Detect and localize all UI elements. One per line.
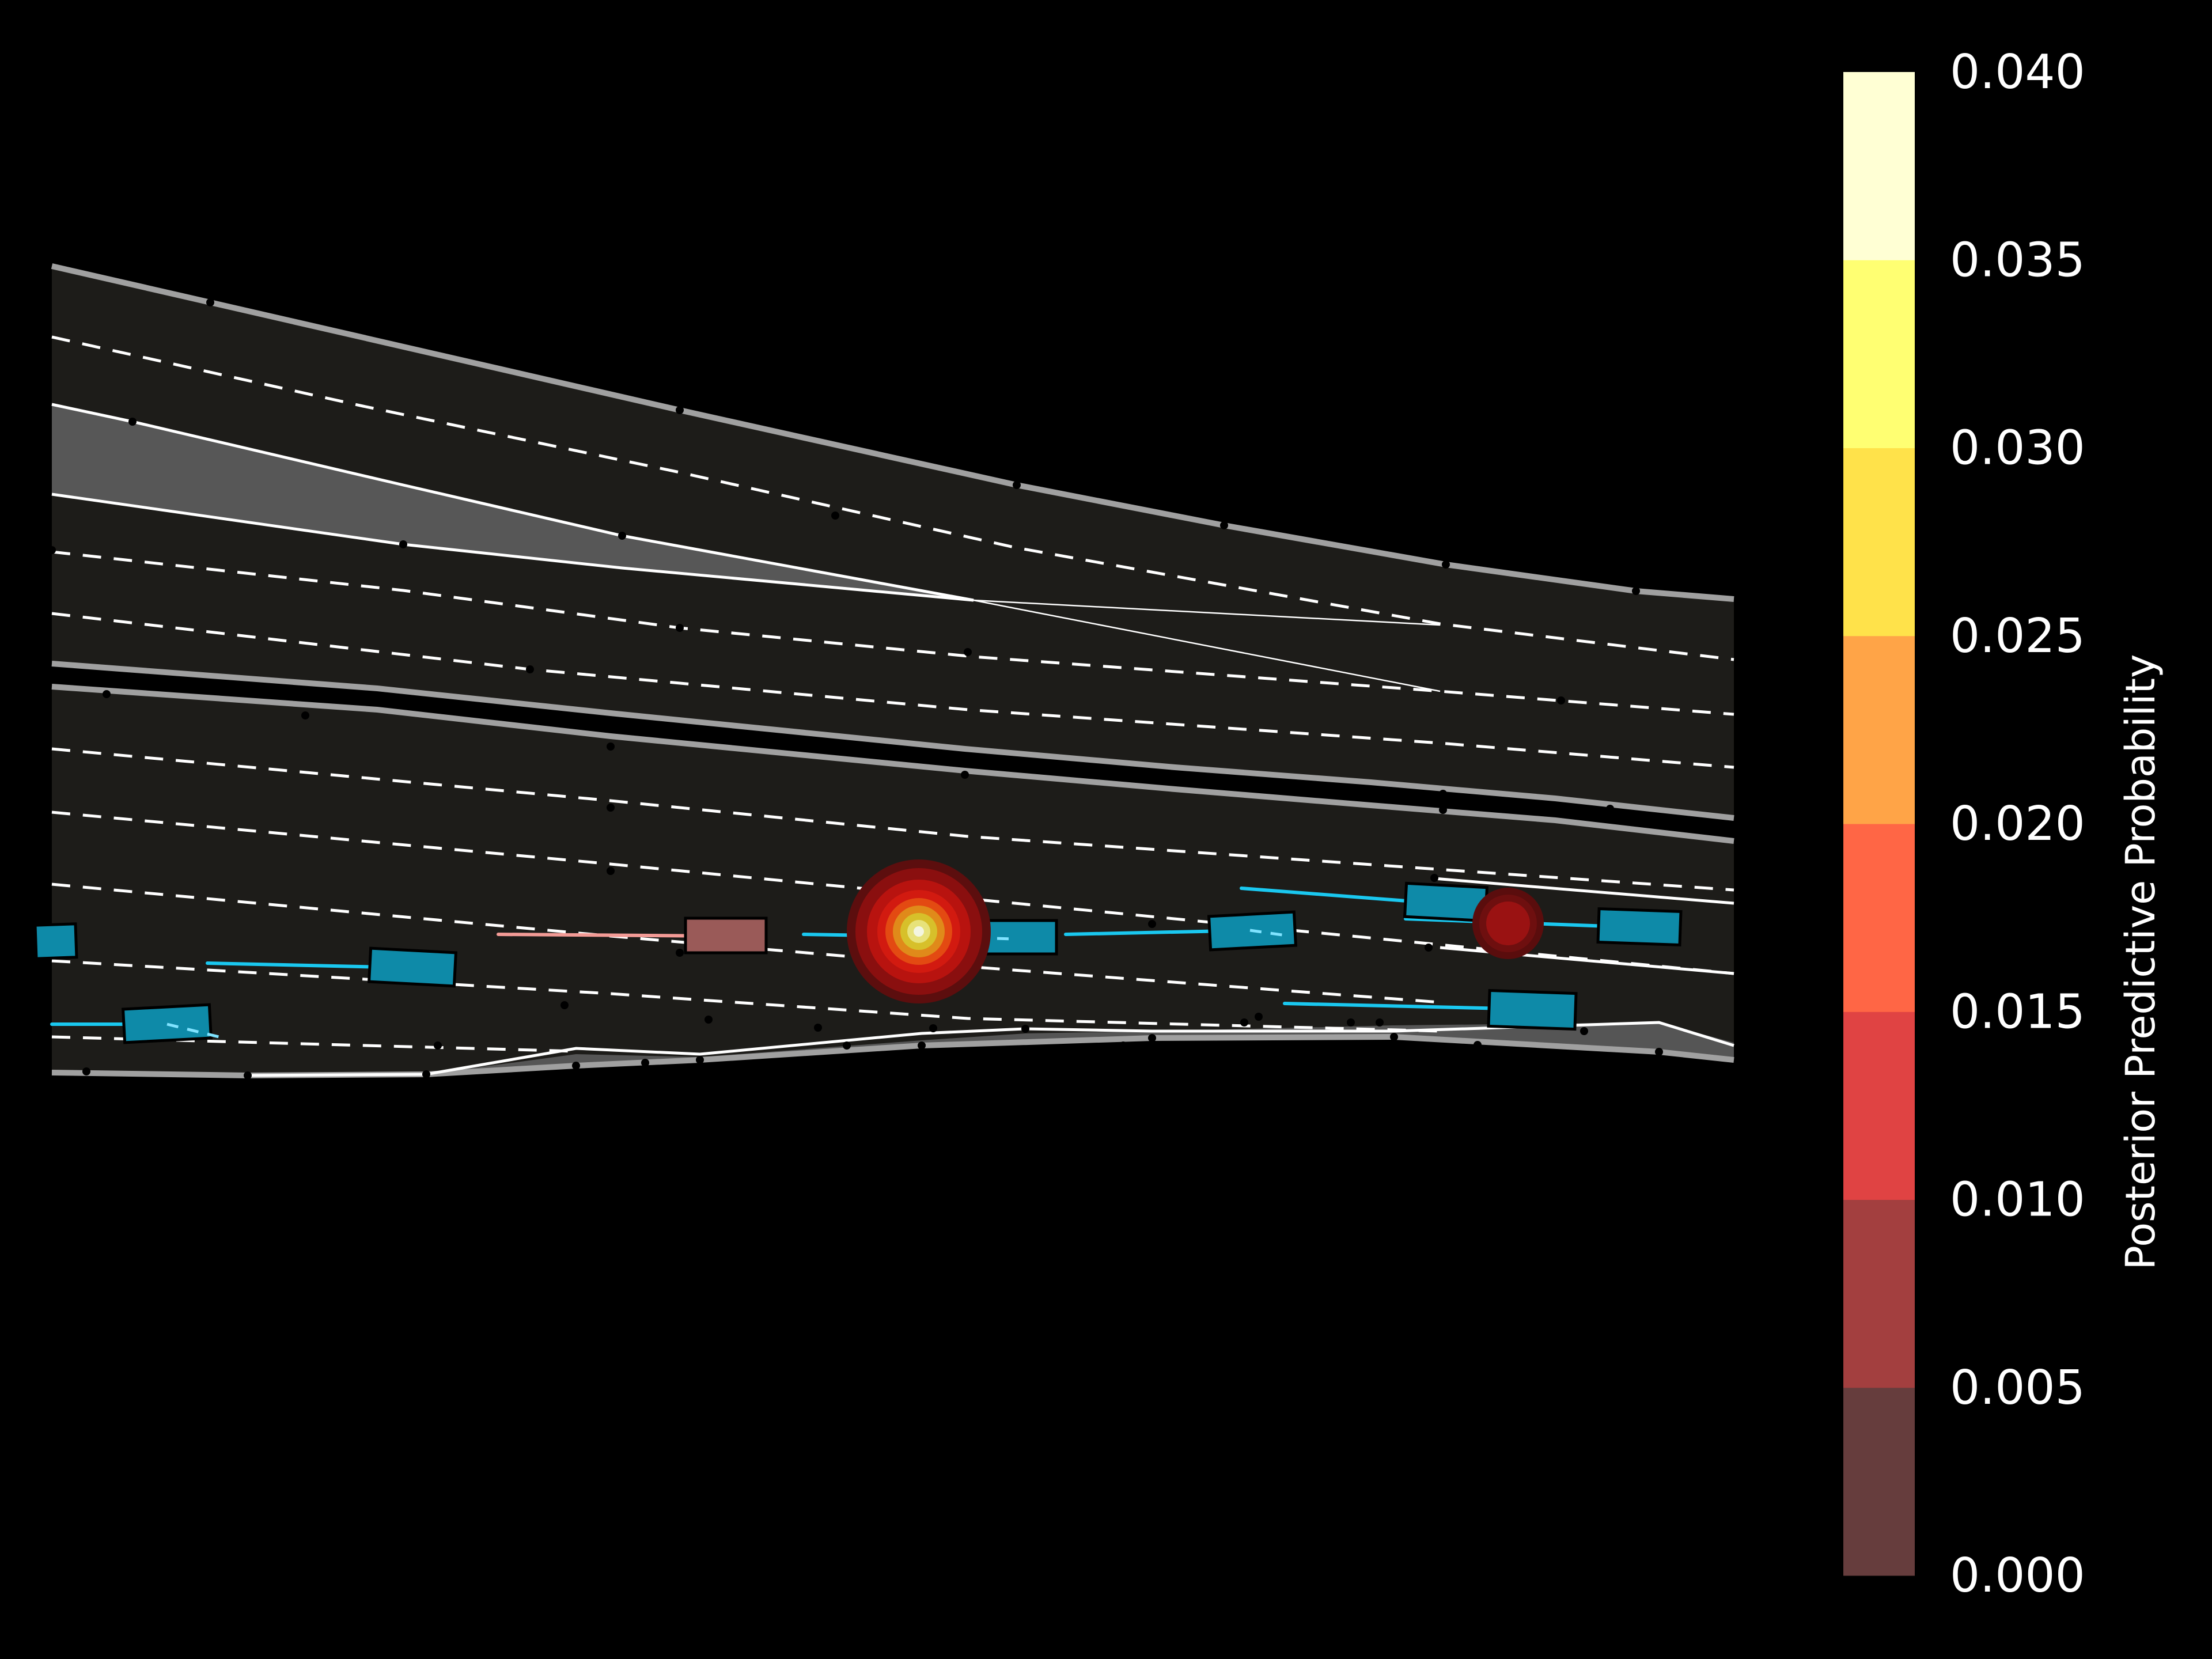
- median-line-top: [51, 403, 974, 602]
- ego-vehicle: [684, 916, 768, 955]
- colorbar-band: [1843, 635, 1915, 824]
- dashed-lane-3: [51, 612, 1734, 769]
- colorbar-tick-label: 0.025: [1950, 609, 2085, 664]
- colorbar: [1843, 72, 1915, 1576]
- dashed-lane-8: [51, 1035, 577, 1053]
- colorbar-band: [1843, 448, 1915, 637]
- upper-road-surface: [52, 266, 1734, 818]
- map-vertices: [48, 298, 1663, 1080]
- agent-vehicle-1: [33, 922, 78, 960]
- road-map: [33, 263, 1734, 1080]
- colorbar-label: Posterior Predictive Probability: [2117, 654, 2164, 1270]
- colorbar-tick-label: 0.000: [1950, 1548, 2085, 1603]
- agent-vehicle-2: [121, 1003, 213, 1044]
- colorbar-tick-label: 0.030: [1950, 421, 2085, 476]
- colorbar-band: [1843, 824, 1915, 1012]
- merge-line-2: [973, 599, 1441, 692]
- agent-trajectory-overlay-1: [166, 1022, 219, 1039]
- merge-line-1: [973, 599, 1441, 626]
- dashed-lane-4: [51, 747, 1734, 892]
- dashed-lane-1: [51, 335, 1734, 661]
- colorbar-tick-label: 0.005: [1950, 1361, 2085, 1415]
- colorbar-ticks: 0.000 0.005 0.010 0.015 0.020 0.025 0.030 0.035…: [1950, 45, 2085, 1603]
- colorbar-band: [1843, 1012, 1915, 1200]
- prediction-heatmap-secondary: [1472, 888, 1544, 959]
- agent-vehicle-3: [367, 946, 458, 988]
- colorbar-band: [1843, 260, 1915, 448]
- colorbar-band: [1843, 1387, 1915, 1576]
- prediction-heatmap-primary: [847, 859, 991, 1003]
- road-edge-top: [51, 263, 1734, 602]
- road-edge-lower-inner: [51, 684, 1734, 844]
- colorbar-tick-label: 0.035: [1950, 233, 2085, 287]
- agent-vehicle-8: [1487, 988, 1578, 1031]
- median-line-bottom: [51, 493, 974, 602]
- colorbar-tick-label: 0.020: [1950, 797, 2085, 851]
- colorbar-tick-label: 0.040: [1950, 45, 2085, 100]
- colorbar-band: [1843, 1199, 1915, 1388]
- road-edge-upper-inner: [51, 661, 1734, 821]
- colorbar-band: [1843, 72, 1915, 260]
- agent-trajectory-overlay-3: [1249, 929, 1291, 938]
- dashed-lane-2: [51, 550, 1734, 716]
- colorbar-tick-label: 0.010: [1950, 1173, 2085, 1228]
- median-wedge: [52, 404, 974, 600]
- dashed-lane-7: [51, 959, 1441, 1033]
- agent-vehicle-7: [1596, 907, 1683, 947]
- lane-line-lower-right-1: [1434, 877, 1734, 905]
- dashed-lane-6: [51, 882, 1441, 1004]
- colorbar-tick-label: 0.015: [1950, 984, 2085, 1039]
